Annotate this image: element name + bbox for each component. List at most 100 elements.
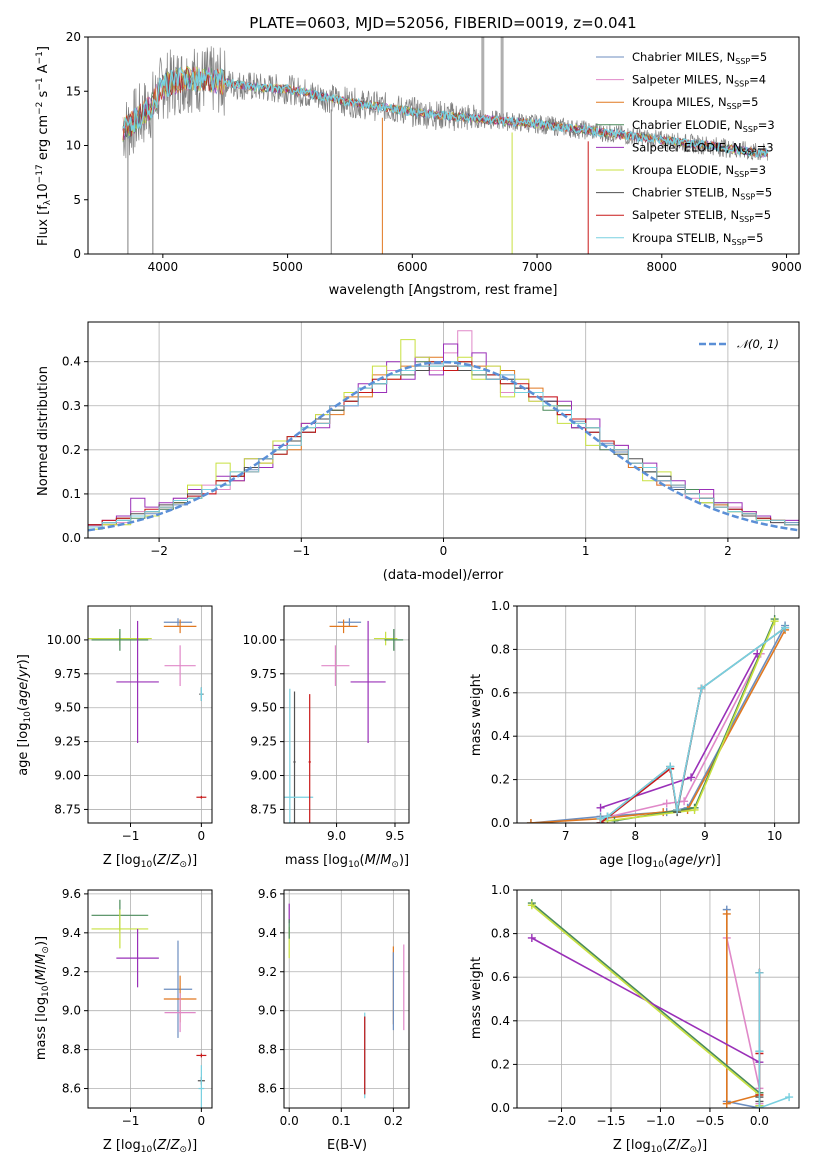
series-marker bbox=[666, 762, 675, 771]
plot-area bbox=[91, 899, 207, 1108]
y-tick-label: 8.75 bbox=[250, 802, 277, 816]
axes-frame bbox=[283, 889, 410, 1109]
x-tick-label: −1.0 bbox=[646, 1114, 675, 1128]
series-marker bbox=[781, 623, 790, 632]
x-tick-label: 9000 bbox=[771, 260, 802, 274]
x-tick-label: 9 bbox=[701, 829, 709, 843]
legend-label: Chabrier ELODIE, NSSP=3 bbox=[632, 118, 775, 134]
x-tick-label: 10 bbox=[767, 829, 782, 843]
y-tick-label: 9.00 bbox=[250, 769, 277, 783]
y-tick-label: 0.0 bbox=[62, 531, 81, 545]
series-line bbox=[531, 904, 761, 1106]
x-tick-label: 0 bbox=[198, 829, 206, 843]
mw-z-xlabel: Z [log10(Z/Z⊙)] bbox=[613, 1138, 707, 1155]
y-tick-label: 20 bbox=[66, 30, 81, 44]
normal-curve-legend: 𝒩(0, 1) bbox=[699, 337, 779, 351]
y-tick-label: 9.2 bbox=[62, 965, 81, 979]
y-tick-label: 10 bbox=[66, 139, 81, 153]
series-line bbox=[600, 653, 758, 809]
age-z-ylabel: age [log10(age/yr)] bbox=[16, 654, 33, 776]
y-tick-label: 1.0 bbox=[491, 883, 510, 897]
plot-area bbox=[88, 618, 207, 799]
legend-label: Salpeter ELODIE, NSSP=3 bbox=[632, 140, 774, 156]
normal-curve-legend-label: 𝒩(0, 1) bbox=[737, 337, 779, 351]
x-tick-label: −1.5 bbox=[596, 1114, 625, 1128]
mw-age-xlabel: age [log10(age/yr)] bbox=[599, 853, 721, 870]
legend-label: Kroupa STELIB, NSSP=5 bbox=[632, 231, 763, 247]
y-tick-label: 0 bbox=[73, 247, 81, 261]
y-tick-label: 9.2 bbox=[258, 965, 277, 979]
mass-weight-vs-metallicity-panel: −2.0 −1.5 −1.0 −0.5 0.0 0.0 0.2 0.4 0.6 0.8 1.0 Z … bbox=[469, 883, 800, 1155]
x-tick-label: 0.2 bbox=[384, 1114, 403, 1128]
legend-label: Salpeter MILES, NSSP=4 bbox=[632, 73, 766, 89]
x-tick-label: −2.0 bbox=[547, 1114, 576, 1128]
legend-label: Kroupa ELODIE, NSSP=3 bbox=[632, 163, 766, 179]
y-tick-label: 0.0 bbox=[491, 1101, 510, 1115]
normal-curve bbox=[88, 360, 799, 532]
series-marker bbox=[673, 805, 682, 814]
mass-ebv-xlabel: E(B-V) bbox=[327, 1138, 367, 1153]
y-tick-label: 8.8 bbox=[62, 1043, 81, 1057]
x-tick-label: −0.5 bbox=[695, 1114, 724, 1128]
histogram-step bbox=[88, 361, 799, 528]
series-marker bbox=[680, 797, 689, 806]
mass-vs-metallicity-panel: −1 0 8.6 8.8 9.0 9.2 9.4 9.6 Z [log10(Z/Z⊙)] ma… bbox=[34, 887, 213, 1155]
x-tick-label: 8000 bbox=[647, 260, 678, 274]
series-marker bbox=[722, 909, 731, 918]
y-tick-label: 9.50 bbox=[54, 701, 81, 715]
x-tick-label: −1 bbox=[122, 829, 140, 843]
legend-label: Salpeter STELIB, NSSP=5 bbox=[632, 208, 771, 224]
y-tick-label: 1.0 bbox=[491, 599, 510, 613]
series-marker bbox=[755, 1047, 764, 1056]
x-tick-label: −1 bbox=[292, 544, 310, 558]
y-tick-label: 9.75 bbox=[54, 667, 81, 681]
y-tick-label: 10.00 bbox=[47, 633, 81, 647]
axes-frame bbox=[87, 605, 213, 824]
model-spectrum bbox=[122, 66, 769, 158]
y-tick-label: 8.8 bbox=[258, 1043, 277, 1057]
x-tick-label: −1 bbox=[122, 1114, 140, 1128]
x-tick-label: 0.0 bbox=[280, 1114, 299, 1128]
axes-frame bbox=[516, 605, 800, 824]
spectrum-panel: 4000 5000 6000 7000 8000 9000 0 5 10 15 20 Chabrie… bbox=[35, 30, 802, 298]
age-vs-mass-panel: 9.0 9.5 8.75 9.00 9.25 9.50 9.75 10.00 mass [lo… bbox=[243, 605, 410, 870]
mass-vs-extinction-panel: 0.0 0.1 0.2 8.6 8.8 9.0 9.2 9.4 9.6 E(B-V) bbox=[258, 887, 410, 1153]
y-tick-label: 8.6 bbox=[62, 1082, 81, 1096]
series-marker bbox=[722, 1099, 731, 1108]
x-tick-label: 0.0 bbox=[750, 1114, 769, 1128]
legend-label: Kroupa MILES, NSSP=5 bbox=[632, 95, 758, 111]
y-tick-label: 0.0 bbox=[491, 816, 510, 830]
y-tick-label: 0.2 bbox=[491, 773, 510, 787]
x-tick-label: 0 bbox=[440, 544, 448, 558]
y-tick-label: 9.4 bbox=[258, 926, 277, 940]
histogram-ylabel: Normed distribution bbox=[36, 366, 51, 496]
histogram-xlabel: (data-model)/error bbox=[383, 568, 504, 583]
x-tick-label: 2 bbox=[724, 544, 732, 558]
y-tick-label: 9.25 bbox=[54, 735, 81, 749]
y-tick-label: 9.0 bbox=[62, 1004, 81, 1018]
series-marker bbox=[755, 1104, 764, 1108]
age-mass-xlabel: mass [log10(M/M⊙)] bbox=[285, 853, 409, 870]
x-tick-label: 7 bbox=[562, 829, 570, 843]
series-marker bbox=[755, 968, 764, 977]
x-tick-label: 9.5 bbox=[385, 829, 404, 843]
y-tick-label: 9.75 bbox=[250, 667, 277, 681]
y-tick-label: 9.6 bbox=[258, 887, 277, 901]
plot-area bbox=[88, 330, 799, 532]
y-tick-label: 9.6 bbox=[62, 887, 81, 901]
series-line bbox=[607, 620, 776, 822]
spectrum-ylabel: Flux [fλ10−17 erg cm−2 s−1 A−1] bbox=[35, 46, 53, 246]
x-tick-label: 5000 bbox=[272, 260, 303, 274]
y-tick-label: 0.2 bbox=[62, 443, 81, 457]
series-marker bbox=[527, 933, 536, 942]
y-tick-label: 9.25 bbox=[250, 735, 277, 749]
series-line bbox=[726, 914, 760, 1105]
series-marker bbox=[526, 819, 535, 823]
plot-area bbox=[122, 37, 769, 254]
age-z-xlabel: Z [log10(Z/Z⊙)] bbox=[103, 853, 197, 870]
plot-area bbox=[527, 899, 794, 1108]
y-tick-label: 0.1 bbox=[62, 487, 81, 501]
age-vs-metallicity-panel: −1 0 8.75 9.00 9.25 9.50 9.75 10.00 Z [log10(Z/… bbox=[16, 605, 213, 870]
mass-z-ylabel: mass [log10(M/M⊙)] bbox=[34, 936, 51, 1060]
